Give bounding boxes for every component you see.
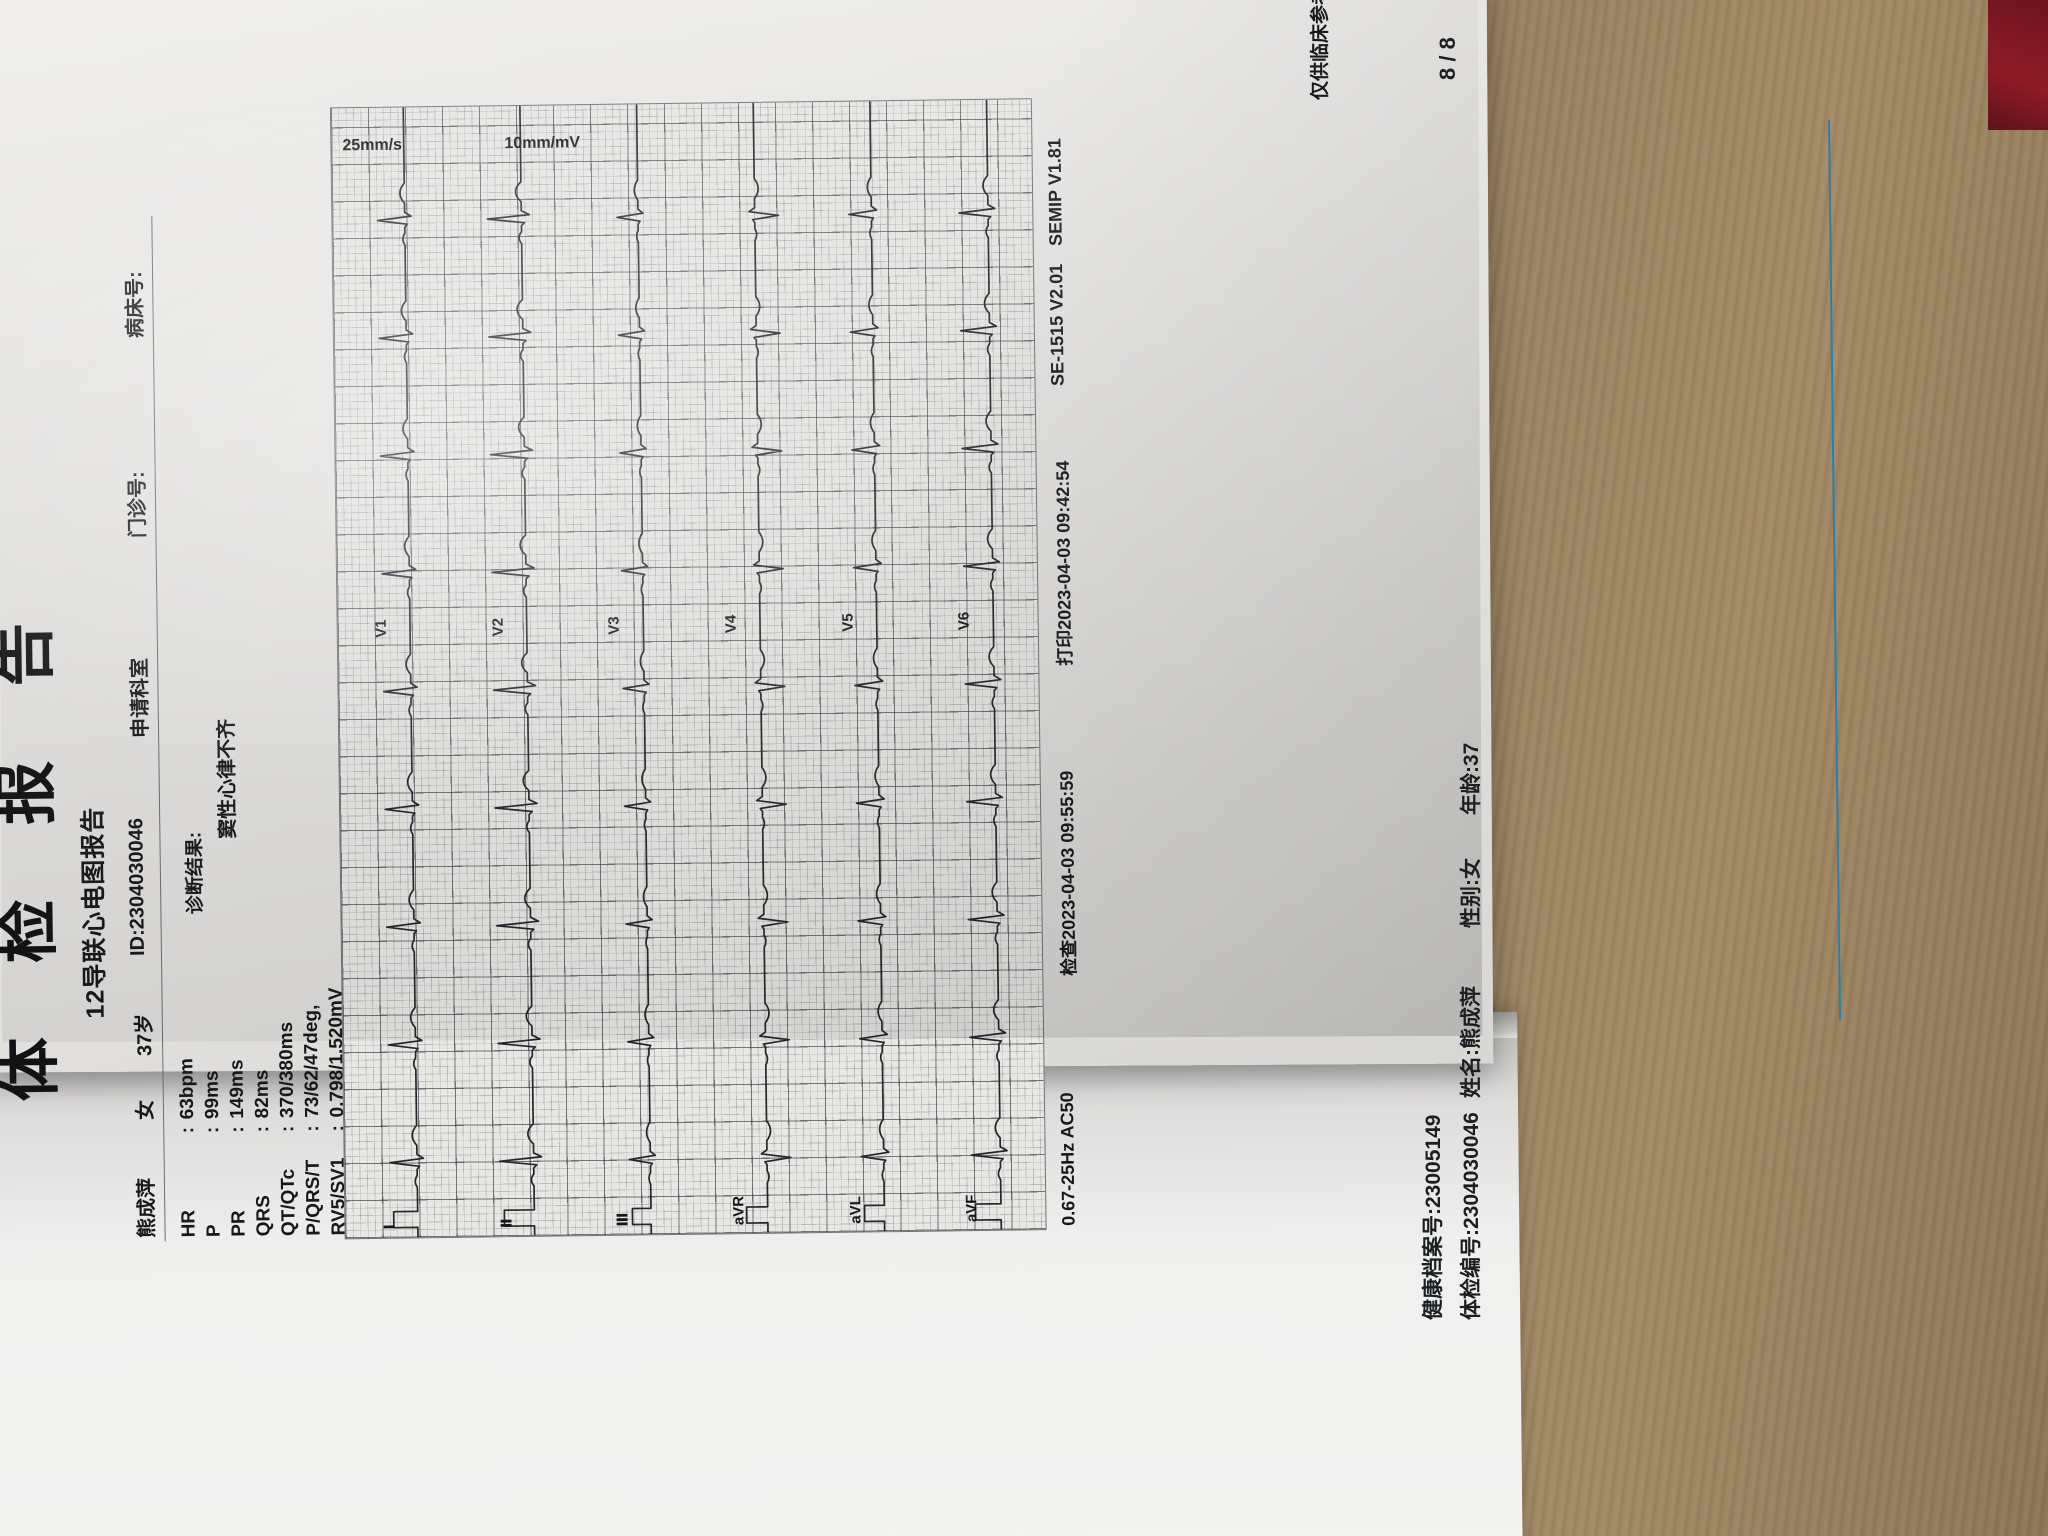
report-paper-sheet: 体 检 报 告 12导联心电图报告 熊成萍 女 37岁 ID:230403004… — [0, 0, 1483, 1242]
ecg-lead-label: aVR — [730, 1195, 748, 1226]
ecg-traces — [376, 99, 1008, 1238]
measurement-row: HR: 63bpm — [173, 937, 202, 1238]
measurement-row: QRS: 82ms — [248, 936, 277, 1237]
ecg-trace-row — [958, 99, 1008, 1230]
measurement-separator: : — [302, 1125, 324, 1132]
header-divider — [151, 215, 166, 1242]
clinical-reference-note: 仅供临床参考 — [1310, 0, 1331, 100]
measurement-value: 99ms — [201, 1070, 224, 1120]
ecg-lead-label: aVL — [846, 1196, 865, 1224]
ecg-lead-label: aVF — [963, 1194, 981, 1223]
ecg-lead-label: V2 — [489, 617, 507, 637]
ecg-lead-label: V3 — [605, 616, 624, 635]
measurement-separator: : — [277, 1125, 299, 1133]
device-model: SE-1515 V2.01 — [1046, 263, 1068, 387]
measurement-row: QT/QTc: 370/380ms — [273, 936, 302, 1236]
measurement-list: HR:63bpm P:99ms PR:149ms QRS:82ms QT/QTc:370… — [173, 935, 352, 1237]
measurement-key: P/QRS/T — [302, 1159, 325, 1236]
measurement-key: P — [203, 1224, 225, 1238]
measurement-key: HR — [178, 1209, 200, 1238]
filter-setting: 0.67-25Hz AC50 — [1056, 1092, 1079, 1226]
paper-speed-label: 25mm/s — [342, 136, 403, 155]
measurement-separator: : — [202, 1126, 224, 1134]
ecg-trace-row — [616, 104, 657, 1235]
health-file-number: 健康档案号:23005149 — [1422, 1114, 1445, 1320]
measurement-row: PR: 149ms — [223, 937, 252, 1237]
measurement-value: 149ms — [226, 1059, 249, 1119]
ecg-trace-row — [376, 107, 425, 1238]
print-timestamp: 打印2023-04-03 09:42:54 — [1052, 460, 1076, 666]
strip-patient-name: 姓名:熊成萍 — [1460, 986, 1483, 1098]
measurement-row: P/QRS/T: 73/62/47deg, — [298, 936, 327, 1236]
patient-header-row: 熊成萍 女 37岁 ID:2304030046 申请科室 门诊号: 病床号: — [117, 218, 159, 1238]
gain-label: 10mm/mV — [504, 134, 581, 153]
measurement-value: 73/62/47deg, — [300, 1004, 324, 1118]
report-subtitle: 12导联心电图报告 — [79, 806, 110, 1019]
measurement-separator: : — [177, 1126, 199, 1134]
measurement-value: 82ms — [251, 1069, 274, 1119]
ecg-report: 体 检 报 告 12导联心电图报告 熊成萍 女 37岁 ID:230403004… — [0, 47, 1130, 1312]
measurement-separator: : — [227, 1126, 249, 1133]
outpatient-no-label: 门诊号: — [126, 471, 150, 539]
patient-sex: 女 — [134, 1099, 158, 1121]
diagnosis-label: 诊断结果: — [184, 831, 207, 915]
ecg-lead-label: V1 — [372, 619, 390, 638]
measurement-key: PR — [228, 1210, 250, 1237]
measurement-value: 63bpm — [176, 1057, 199, 1120]
ecg-lead-label: Ⅱ — [498, 1218, 516, 1229]
measurement-value: 370/380ms — [275, 1021, 299, 1119]
red-object-corner — [1988, 0, 2048, 130]
exam-number: 体检编号:2304030046 — [1460, 1112, 1483, 1320]
ecg-trace-row — [486, 105, 543, 1236]
ecg-waveform-panel: Ⅰ V1 Ⅱ V2 Ⅲ V3 aVR V4 aVL V5 aVF V6 — [329, 98, 1047, 1240]
ecg-lead-label: V4 — [722, 614, 740, 634]
measurement-separator: : — [252, 1125, 274, 1133]
page-number: 8 / 8 — [1435, 37, 1460, 80]
bed-no-label: 病床号: — [124, 271, 147, 339]
patient-name: 熊成萍 — [135, 1177, 159, 1239]
department-label: 申请科室 — [129, 657, 153, 739]
measurement-row: P: 99ms — [198, 937, 227, 1237]
ecg-trace-row — [848, 101, 890, 1232]
ecg-trace-row — [745, 102, 792, 1233]
patient-id: ID:2304030046 — [125, 817, 149, 957]
ecg-lead-label: V6 — [955, 611, 974, 631]
strip-patient-age: 年龄:37 — [1460, 742, 1483, 815]
measurement-key: QT/QTc — [277, 1168, 300, 1237]
ecg-lead-label: Ⅲ — [614, 1212, 632, 1227]
measurement-key: QRS — [253, 1195, 275, 1237]
software-version: SEMIP V1.81 — [1044, 138, 1066, 247]
strip-patient-sex: 性别:女 — [1460, 858, 1483, 928]
patient-age: 37岁 — [133, 1013, 157, 1057]
exam-timestamp: 检查2023-04-03 09:55:59 — [1056, 770, 1080, 976]
ecg-lead-label: V5 — [839, 613, 857, 632]
report-footer: 0.67-25Hz AC50 检查2023-04-03 09:55:59 打印2… — [1044, 138, 1079, 1226]
diagnosis-value: 窦性心律不齐 — [215, 718, 240, 839]
ecg-lead-label: Ⅰ — [381, 1224, 399, 1230]
page-title: 体 检 报 告 — [0, 596, 68, 1102]
